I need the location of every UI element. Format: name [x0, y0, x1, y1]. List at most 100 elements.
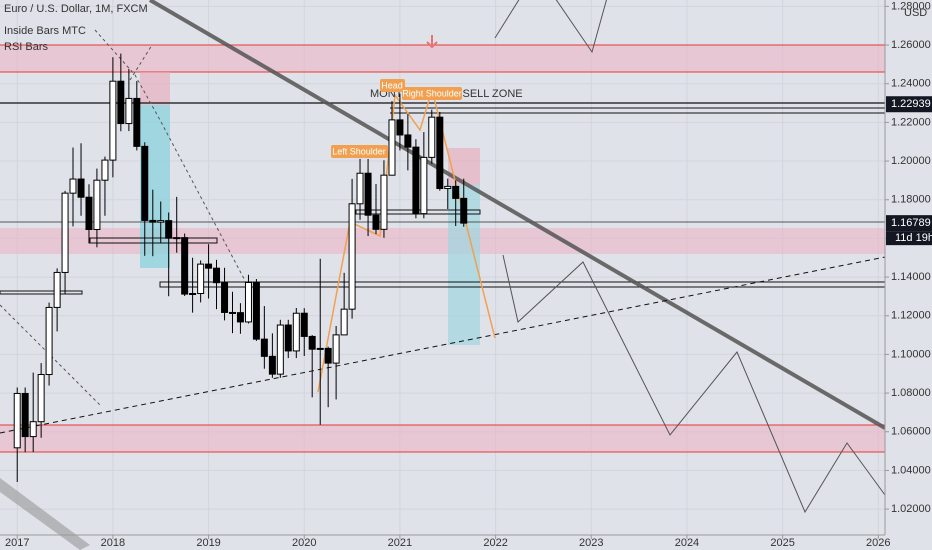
y-tick-label: 1.12000 [891, 310, 931, 322]
annotation-box [331, 145, 388, 158]
trend-line [0, 256, 886, 434]
candle-body [436, 116, 444, 190]
annotation: Left Shoulder [332, 146, 386, 156]
candle-body [396, 119, 404, 136]
countdown: 11d 19h [895, 232, 932, 244]
price-tag-label: 1.16789 [891, 217, 931, 229]
candle-body [404, 134, 412, 148]
candle-body [228, 311, 236, 314]
candle-body [213, 267, 221, 284]
axes: 1.02000 1.04000 1.06000 1.08000 1.10000 1.120… [5, 0, 932, 549]
annotation-box [402, 87, 462, 100]
price-axis [885, 0, 932, 550]
projection [129, 44, 153, 81]
candle-body [221, 282, 229, 313]
y-tick-label: 1.26000 [891, 39, 931, 51]
candle-body [428, 116, 436, 158]
candle-body [205, 263, 213, 269]
candle-body [13, 392, 21, 449]
arrow [426, 35, 438, 49]
candle-body [133, 97, 141, 147]
projection [494, 0, 520, 39]
candle-body [165, 220, 173, 239]
x-tick-label: 2020 [292, 537, 316, 549]
projection [94, 29, 251, 291]
zone [0, 228, 885, 254]
x-tick-label: 2019 [196, 537, 220, 549]
y-tick-label: 1.04000 [891, 464, 931, 476]
y-tick-label: 1.08000 [891, 387, 931, 399]
candle-body [316, 347, 324, 350]
candle-body [356, 172, 364, 205]
candle-body [380, 174, 388, 230]
y-tick-label: 1.20000 [891, 155, 931, 167]
candle-body [189, 293, 197, 296]
candle-body [29, 421, 37, 438]
candle-body [332, 334, 340, 364]
indicator: Inside Bars MTC [4, 25, 86, 37]
risk-box [140, 72, 170, 105]
projection [502, 254, 886, 514]
candle-body [412, 146, 420, 215]
candle-body [284, 324, 292, 352]
candle-body [388, 119, 396, 176]
channel [0, 478, 90, 550]
candle-body [300, 312, 308, 337]
x-tick-label: 2026 [866, 537, 890, 549]
candle-body [21, 392, 29, 438]
y-tick-label: 1.22000 [891, 116, 931, 128]
candle-body [181, 237, 189, 295]
candle-body [260, 338, 268, 357]
y-tick-label: 1.18000 [891, 194, 931, 206]
support-box [0, 290, 83, 295]
x-tick-label: 2022 [483, 537, 507, 549]
price-tag-label: 1.22939 [891, 98, 931, 110]
annotation-box [380, 79, 405, 92]
trend-line [148, 0, 887, 430]
zones [0, 44, 886, 453]
chart-title: Euro / U.S. Dollar, 1M, FXCM [4, 3, 148, 15]
candle-body [420, 156, 428, 215]
price-tag [886, 96, 932, 113]
candle-body [460, 197, 468, 224]
y-tick-label: 1.28000 [891, 0, 931, 12]
zone [0, 425, 885, 452]
candle-body [109, 80, 117, 161]
y-tick-label: 1.06000 [891, 426, 931, 438]
candle-body [348, 203, 356, 310]
candle-body [252, 281, 260, 340]
candle-body [101, 159, 109, 181]
sell-zone [0, 45, 885, 72]
x-tick-label: 2017 [5, 537, 29, 549]
currency: USD [904, 7, 927, 19]
candle-body [125, 97, 133, 125]
drawings [0, 0, 887, 550]
x-tick-label: 2023 [579, 537, 603, 549]
candle-body [141, 145, 149, 221]
candle-body [444, 185, 452, 190]
candle-body [452, 185, 460, 199]
candle-body [364, 172, 372, 216]
candle-body [61, 192, 69, 273]
candle-body [244, 281, 252, 323]
candle-body [37, 374, 45, 423]
candles [13, 53, 468, 483]
candle-body [324, 347, 332, 364]
indicator: RSI Bars [4, 41, 49, 53]
annotation: Head [381, 80, 403, 90]
x-tick-label: 2021 [388, 537, 412, 549]
candle-body [173, 237, 181, 240]
candle-body [85, 196, 93, 231]
candle-body [93, 179, 101, 231]
candle-body [276, 324, 284, 375]
candle-body [340, 308, 348, 336]
countdown-tag [886, 231, 932, 246]
x-tick-label: 2018 [101, 537, 125, 549]
candle-body [372, 214, 380, 230]
candle-body [292, 312, 300, 352]
price-tag [886, 215, 932, 232]
x-tick-label: 2024 [675, 537, 699, 549]
x-tick-label: 2025 [770, 537, 794, 549]
annotation: Right Shoulder [402, 88, 462, 98]
